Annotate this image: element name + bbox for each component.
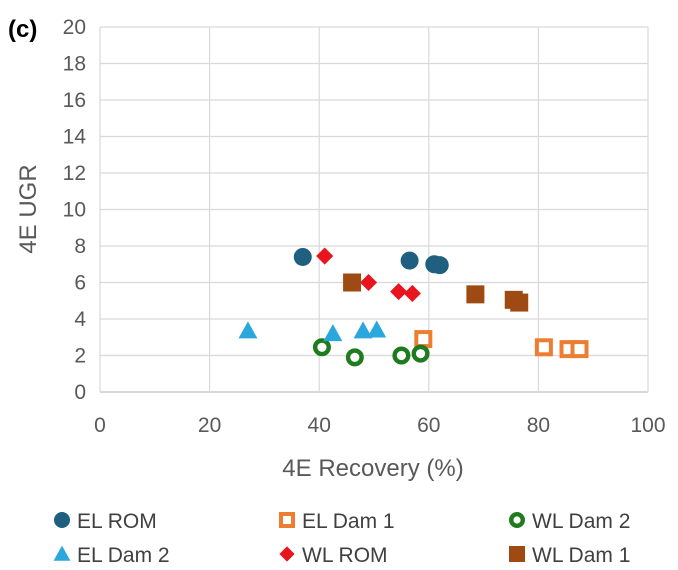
y-tick-label: 4 xyxy=(74,308,86,331)
data-point xyxy=(466,285,485,304)
data-point xyxy=(411,344,430,363)
y-tick-label: 14 xyxy=(63,126,87,149)
data-point xyxy=(343,273,362,292)
legend-label: WL Dam 2 xyxy=(532,510,630,533)
x-tick-label: 80 xyxy=(527,414,550,437)
series-el-dam-1 xyxy=(414,330,589,359)
data-point xyxy=(345,348,364,367)
gridlines xyxy=(99,26,649,393)
legend-label: EL Dam 2 xyxy=(77,544,170,567)
data-point xyxy=(293,247,312,266)
legend-marker xyxy=(279,512,295,528)
series-el-dam-2 xyxy=(238,320,387,342)
legend-item: WL Dam 1 xyxy=(509,544,630,567)
y-tick-label: 12 xyxy=(63,162,86,185)
data-point xyxy=(353,321,373,339)
series-wl-dam-1 xyxy=(343,273,529,312)
legend-label: EL Dam 1 xyxy=(302,510,395,533)
legend-marker xyxy=(53,545,71,561)
y-axis-ticks: 0 2 4 6 8 10 12 14 16 18 20 xyxy=(63,16,87,404)
panel-label: (c) xyxy=(8,16,37,43)
x-tick-label: 20 xyxy=(198,414,221,437)
x-tick-label: 40 xyxy=(308,414,331,437)
legend-item: WL Dam 2 xyxy=(509,510,630,533)
x-tick-label: 100 xyxy=(630,414,665,437)
data-point xyxy=(359,273,378,292)
y-tick-label: 6 xyxy=(74,272,86,295)
legend: EL ROM EL Dam 1 WL Dam 2 EL Dam 2 WL ROM WL D… xyxy=(53,510,630,567)
x-tick-label: 0 xyxy=(94,414,106,437)
data-point xyxy=(312,338,331,357)
legend-item: WL ROM xyxy=(279,544,388,567)
series-el-rom xyxy=(293,247,449,275)
y-tick-label: 16 xyxy=(63,89,86,112)
y-tick-label: 10 xyxy=(63,199,86,222)
data-points xyxy=(238,247,589,367)
legend-item: EL Dam 2 xyxy=(53,544,170,567)
y-tick-label: 20 xyxy=(63,16,86,39)
y-tick-label: 0 xyxy=(74,381,86,404)
legend-item: EL Dam 1 xyxy=(279,510,395,533)
x-axis-title: 4E Recovery (%) xyxy=(282,455,463,482)
y-axis-title: 4E UGR xyxy=(15,164,42,253)
data-point xyxy=(390,283,408,301)
x-axis-ticks: 0 20 40 60 80 100 xyxy=(94,414,665,437)
data-point xyxy=(392,346,411,365)
y-tick-label: 2 xyxy=(74,345,86,368)
legend-marker xyxy=(509,512,526,529)
legend-label: WL ROM xyxy=(302,544,388,567)
data-point xyxy=(414,330,433,349)
y-tick-label: 18 xyxy=(63,53,86,76)
y-tick-label: 8 xyxy=(74,235,86,258)
legend-label: WL Dam 1 xyxy=(532,544,630,567)
data-point xyxy=(238,321,258,339)
legend-marker xyxy=(509,546,525,562)
data-point xyxy=(570,340,589,359)
legend-marker xyxy=(54,512,70,528)
legend-label: EL ROM xyxy=(77,510,157,533)
data-point xyxy=(430,256,449,275)
data-point xyxy=(510,293,529,312)
data-point xyxy=(316,247,334,265)
x-tick-label: 60 xyxy=(417,414,440,437)
data-point xyxy=(323,324,343,342)
legend-marker xyxy=(279,546,295,562)
data-point xyxy=(534,338,553,357)
series-wl-rom xyxy=(316,247,421,302)
data-point xyxy=(403,284,421,302)
data-point xyxy=(400,251,419,270)
data-point xyxy=(367,320,387,338)
series-wl-dam-2 xyxy=(312,338,430,367)
legend-item: EL ROM xyxy=(54,510,157,533)
